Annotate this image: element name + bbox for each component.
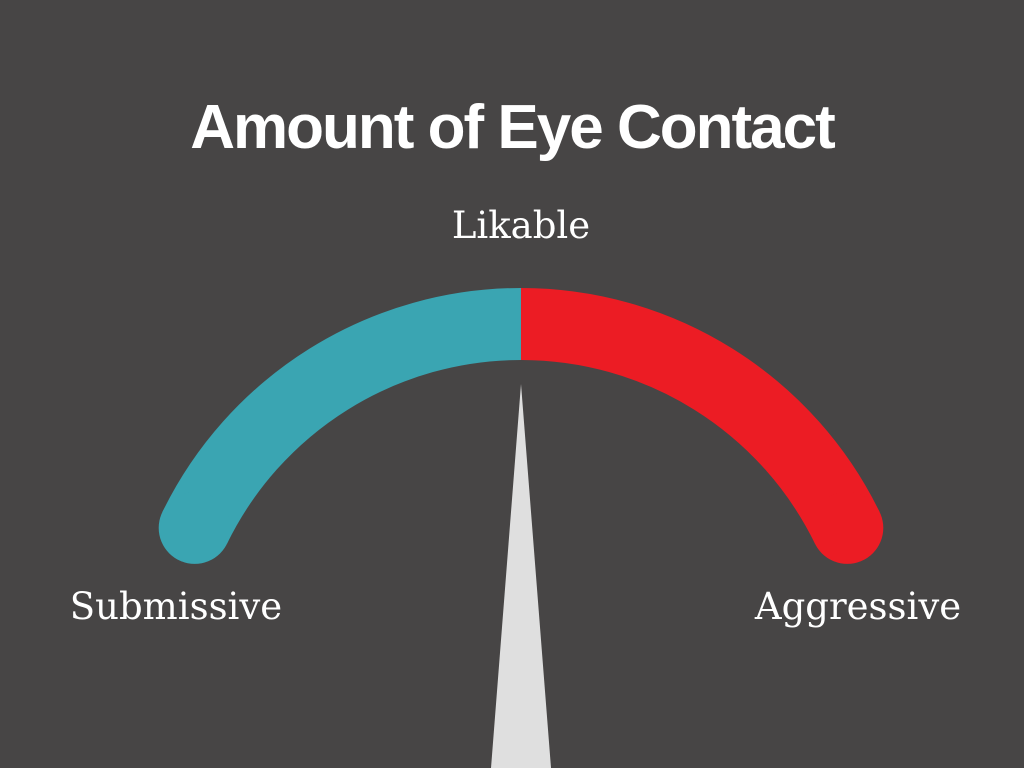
gauge-needle xyxy=(491,384,551,768)
gauge-label-likable: Likable xyxy=(451,204,591,247)
gauge-label-submissive: Submissive xyxy=(69,585,283,628)
gauge-arc-right-segment xyxy=(520,288,880,545)
gauge-label-aggressive: Aggressive xyxy=(754,585,962,628)
page-title: Amount of Eye Contact xyxy=(190,93,835,162)
gauge-arc-right-endcap xyxy=(811,491,884,564)
gauge-arc-left-segment xyxy=(162,288,522,545)
gauge-arc-left-endcap xyxy=(158,491,231,564)
